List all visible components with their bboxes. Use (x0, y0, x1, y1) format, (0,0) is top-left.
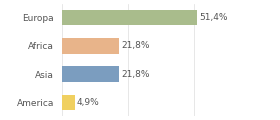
Bar (62, 38, 119, 54)
Bar (62, 10, 197, 25)
Text: 4,9%: 4,9% (77, 98, 99, 107)
Bar (62, 66, 119, 82)
Text: 21,8%: 21,8% (121, 70, 150, 79)
Text: 51,4%: 51,4% (199, 13, 228, 22)
Bar (62, 95, 74, 110)
Text: 21,8%: 21,8% (121, 41, 150, 50)
